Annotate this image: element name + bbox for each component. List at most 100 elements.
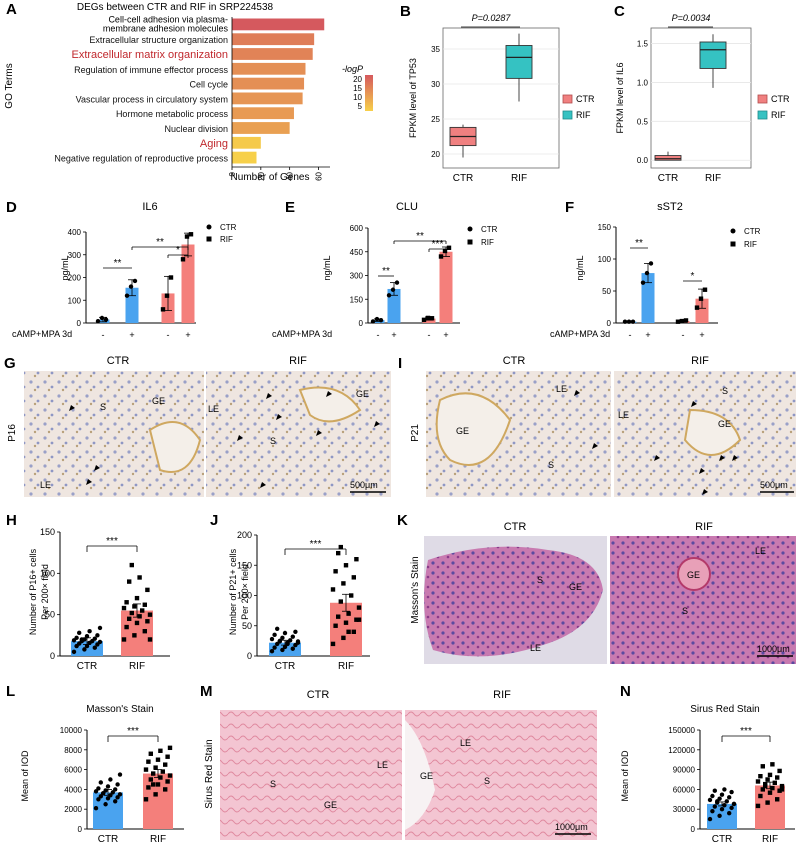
legend-rif-label: RIF bbox=[771, 110, 786, 120]
data-point bbox=[675, 319, 681, 324]
y-tick-label: 150 bbox=[237, 560, 252, 570]
panel-j-ylabel-2: Per 200× field bbox=[240, 564, 250, 620]
data-point bbox=[108, 777, 113, 782]
tissue-label: S bbox=[100, 402, 106, 412]
data-point bbox=[351, 575, 356, 580]
data-point bbox=[758, 793, 763, 799]
tissue-label: GE bbox=[569, 582, 582, 592]
data-point bbox=[147, 637, 153, 642]
data-point bbox=[148, 751, 153, 756]
data-point bbox=[92, 645, 98, 650]
logp-tick: 10 bbox=[353, 93, 362, 102]
masson-gland bbox=[677, 557, 711, 591]
data-point bbox=[767, 772, 773, 778]
data-point bbox=[272, 645, 277, 650]
data-point bbox=[137, 575, 142, 580]
panel-a: A DEGs between CTR and RIF in SRP224538 … bbox=[4, 1, 373, 183]
bar bbox=[181, 244, 195, 323]
sirius-ctr-image bbox=[220, 710, 402, 840]
data-point bbox=[96, 786, 101, 791]
go-term-label: Hormone metabolic process bbox=[116, 109, 229, 119]
data-point bbox=[333, 569, 338, 574]
panel-g-marker-label: P16 bbox=[7, 424, 18, 442]
data-point bbox=[132, 604, 137, 609]
panel-k-scalebar: 1000μm bbox=[757, 644, 790, 654]
panel-e-ylabel: ng/mL bbox=[322, 255, 332, 280]
legend-rif-marker bbox=[467, 239, 473, 245]
data-point bbox=[356, 617, 362, 622]
legend-ctr-label: CTR bbox=[771, 94, 790, 104]
tissue-label: S bbox=[722, 386, 728, 396]
panel-letter-n: N bbox=[620, 683, 631, 700]
panel-i-rif-label: RIF bbox=[691, 355, 709, 367]
data-point bbox=[92, 636, 98, 641]
y-tick-label: 150 bbox=[40, 527, 55, 537]
panel-i-scalebar: 500μm bbox=[760, 480, 788, 490]
masson-ctr-tissue bbox=[424, 546, 603, 657]
tissue-label: GE bbox=[420, 771, 433, 781]
data-point bbox=[648, 261, 654, 266]
logp-tick: 20 bbox=[353, 75, 362, 84]
y-tick-label: 100 bbox=[598, 255, 612, 264]
panel-letter-j: J bbox=[210, 512, 218, 529]
data-point bbox=[127, 616, 132, 621]
data-point bbox=[103, 802, 108, 807]
data-point bbox=[277, 639, 282, 644]
data-point bbox=[97, 639, 103, 645]
data-point bbox=[148, 777, 153, 782]
panel-i-marker-label: P21 bbox=[410, 424, 421, 442]
legend-rif-marker bbox=[206, 236, 212, 242]
treatment-sign: + bbox=[391, 330, 396, 340]
data-point bbox=[147, 612, 153, 617]
data-point bbox=[293, 629, 298, 634]
panel-d-ylabel: pg/mL bbox=[60, 255, 70, 280]
y-tick-label: 50 bbox=[602, 287, 611, 296]
data-point bbox=[128, 284, 134, 289]
y-tick-label: 4000 bbox=[64, 785, 82, 794]
data-point bbox=[712, 788, 717, 793]
data-point bbox=[394, 280, 400, 285]
data-point bbox=[180, 257, 186, 262]
arrow-icon bbox=[260, 482, 266, 488]
y-tick-label: 0 bbox=[50, 651, 55, 661]
data-point bbox=[729, 805, 734, 811]
panel-a-xlabel: Number of Genes bbox=[231, 172, 310, 183]
arrow-icon bbox=[266, 393, 272, 399]
sig-stars: ** bbox=[635, 238, 643, 249]
treatment-sign: + bbox=[443, 330, 448, 340]
data-point bbox=[755, 779, 761, 784]
arrow-icon bbox=[237, 435, 243, 441]
legend-ctr-marker bbox=[730, 228, 736, 234]
data-point bbox=[160, 769, 165, 774]
arrow-icon bbox=[691, 401, 697, 407]
go-term-label: Extracellular structure organization bbox=[89, 35, 228, 45]
data-point bbox=[425, 315, 431, 321]
data-point bbox=[346, 611, 351, 616]
panel-a-ylabel: GO Terms bbox=[4, 63, 15, 108]
tissue-label: LE bbox=[618, 410, 629, 420]
data-point bbox=[282, 630, 288, 636]
data-point bbox=[290, 634, 295, 639]
panel-a-title: DEGs between CTR and RIF in SRP224538 bbox=[77, 2, 274, 13]
legend-rif-marker bbox=[730, 241, 736, 247]
panel-b-legend: CTR RIF bbox=[562, 94, 595, 120]
treatment-sign: - bbox=[377, 330, 380, 340]
data-point bbox=[775, 775, 780, 780]
sig-stars: *** bbox=[310, 539, 322, 550]
data-point bbox=[84, 643, 90, 649]
data-point bbox=[719, 807, 725, 812]
treatment-sign: + bbox=[699, 330, 704, 340]
tissue-label: LE bbox=[460, 738, 471, 748]
data-point bbox=[82, 647, 87, 652]
sig-stars: * bbox=[176, 245, 180, 256]
y-tick-label: 0.5 bbox=[637, 117, 649, 126]
panel-letter-d: D bbox=[6, 199, 17, 216]
arrow-icon bbox=[719, 455, 725, 461]
data-point bbox=[351, 629, 356, 634]
data-point bbox=[390, 287, 396, 292]
data-point bbox=[117, 772, 123, 777]
y-tick-label: 0 bbox=[247, 651, 252, 661]
panel-c-ylabel: FPKM level of IL6 bbox=[615, 62, 625, 133]
panel-h: H Number of P16+ cells Per 200× field 0 5… bbox=[6, 512, 170, 672]
